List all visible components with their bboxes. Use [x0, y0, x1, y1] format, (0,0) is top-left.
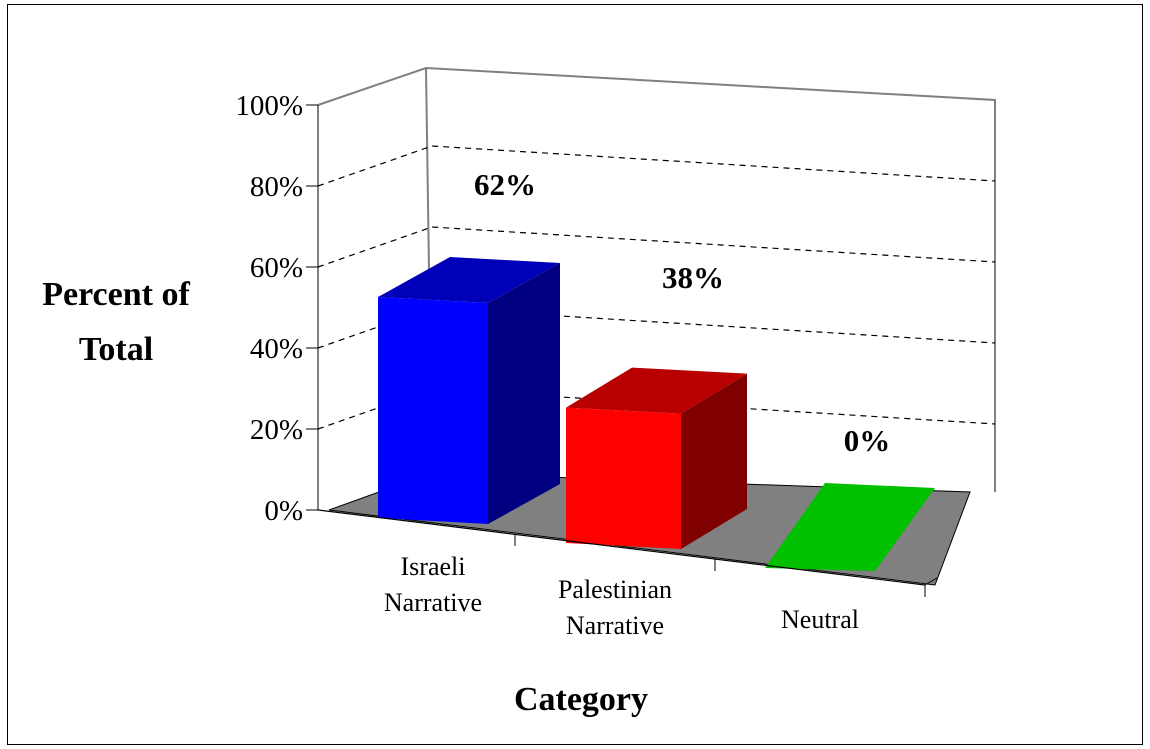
x-axis: Israeli Narrative Palestinian Narrative Neut…: [317, 509, 938, 640]
bar-front-face: [378, 297, 488, 524]
data-labels: 62% 38% 0%: [474, 167, 890, 458]
y-tick-label: 100%: [235, 90, 303, 122]
x-tick-label: Narrative: [566, 611, 664, 640]
bar-top-face: [765, 483, 935, 571]
gridlines: [317, 145, 996, 430]
x-tick-label: Neutral: [781, 605, 859, 634]
bar-3: [765, 483, 935, 571]
back-wall-outline: [317, 66, 996, 492]
bar-top-face: [378, 257, 560, 303]
gridline-20pct: [317, 388, 996, 430]
chart-frame: [7, 4, 1143, 745]
bar-1: [378, 257, 560, 524]
gridline-40pct: [317, 307, 996, 349]
x-tick-label: Narrative: [384, 588, 482, 617]
y-tick-label: 60%: [250, 252, 303, 284]
gridline-60pct: [317, 226, 996, 268]
data-label: 0%: [844, 423, 891, 458]
y-tick-label: 0%: [264, 495, 303, 527]
y-tick-label: 20%: [250, 414, 303, 446]
x-tick-label: Israeli: [401, 552, 466, 581]
x-axis-end: [924, 577, 938, 586]
bar-top-face: [566, 367, 747, 414]
bar-2: [566, 367, 747, 549]
x-axis-line: [317, 509, 926, 586]
x-axis-title: Category: [514, 681, 648, 718]
bar-front-face: [566, 407, 681, 549]
bar-side-face: [681, 373, 747, 549]
x-tick-label: Palestinian: [558, 575, 672, 604]
y-axis-title-line-2: Total: [79, 331, 153, 368]
y-tick-label: 40%: [250, 333, 303, 365]
bars: [378, 257, 935, 571]
data-label: 62%: [474, 167, 536, 202]
y-axis-title-line-1: Percent of: [42, 276, 190, 313]
y-tick-label: 80%: [250, 171, 303, 203]
data-label: 38%: [662, 260, 724, 295]
gridline-80pct: [317, 145, 996, 187]
bar-side-face: [488, 263, 560, 524]
y-axis: 0% 20% 40% 60% 80% 100%: [235, 90, 319, 527]
